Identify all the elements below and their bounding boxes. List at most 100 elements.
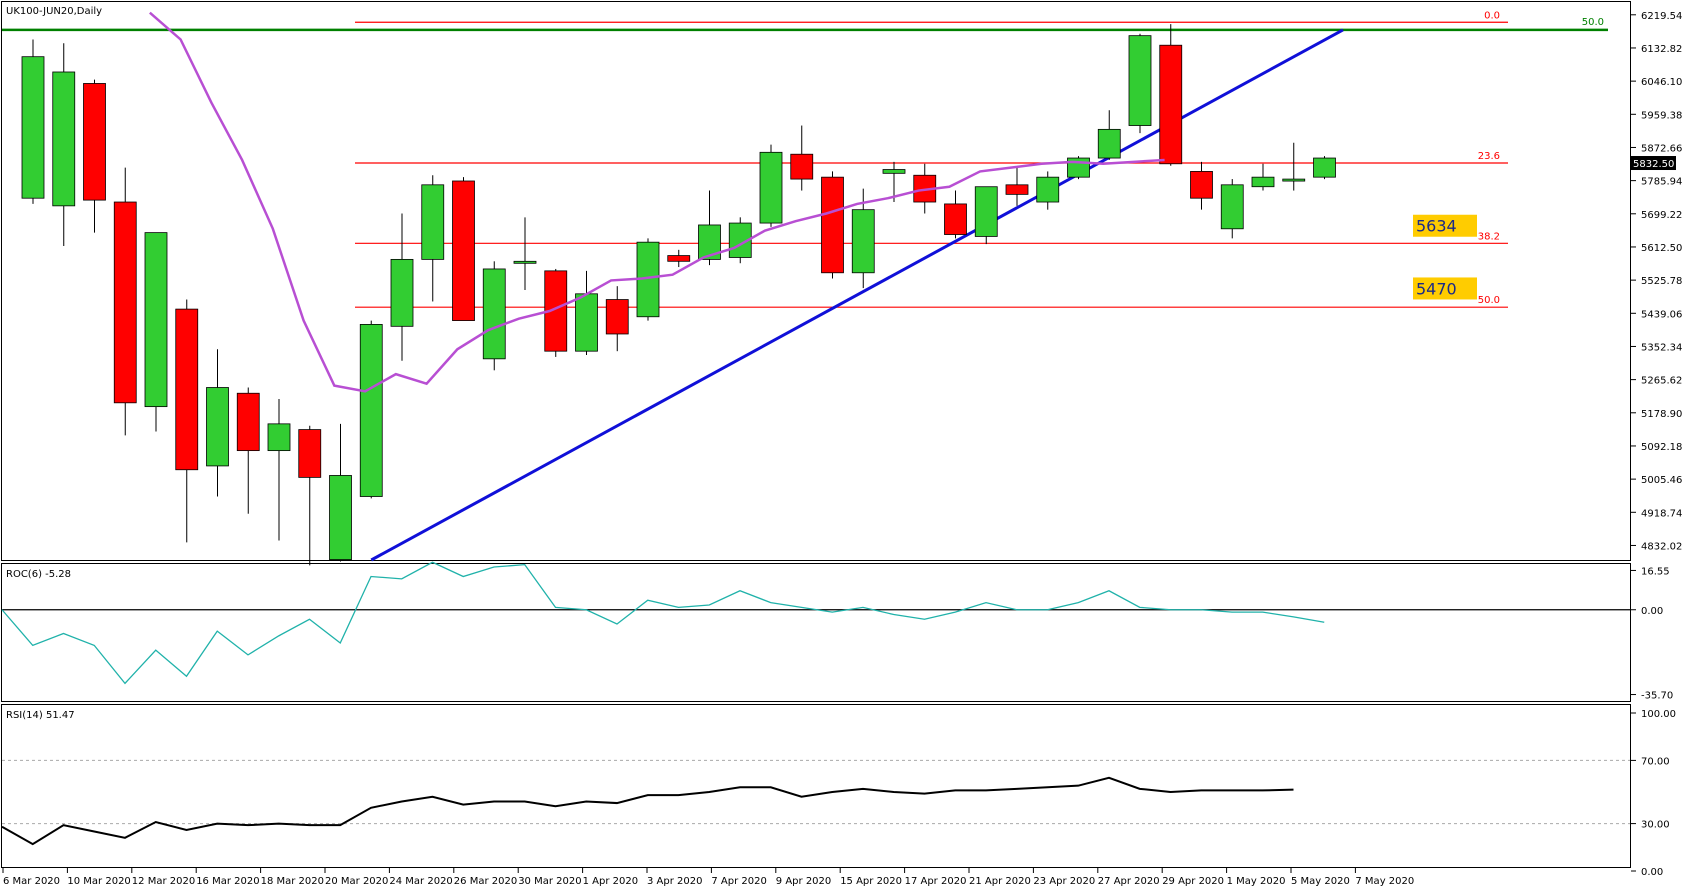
x-tick-label: 15 Apr 2020 bbox=[840, 876, 902, 887]
price-tag-bg bbox=[1631, 156, 1676, 171]
main-panel-frame bbox=[1, 1, 1631, 561]
candle-body bbox=[21, 56, 45, 199]
x-tick-label: 1 Apr 2020 bbox=[583, 876, 638, 887]
candle-body bbox=[482, 268, 506, 360]
rsi-tick-label: 100.00 bbox=[1641, 709, 1676, 720]
candle-body bbox=[1190, 171, 1213, 199]
trendline bbox=[370, 28, 1344, 562]
x-tick-label: 7 Apr 2020 bbox=[711, 876, 766, 887]
candle-body bbox=[452, 180, 475, 321]
candle-body bbox=[974, 186, 998, 237]
candle-body bbox=[329, 475, 352, 561]
candle-body bbox=[790, 153, 814, 180]
rsi-line bbox=[1, 776, 1294, 846]
price-tag: 5832.50 bbox=[1633, 159, 1674, 170]
main-price-panel: 0.0 23.6 38.2 50.0 50.0 5634 5470 5832.50 bbox=[2, 10, 1676, 566]
x-tick-label: 23 Apr 2020 bbox=[1033, 876, 1095, 887]
y-tick-label: 5959.38 bbox=[1641, 110, 1682, 121]
x-tick-label: 21 Apr 2020 bbox=[969, 876, 1031, 887]
x-tick-label: 7 May 2020 bbox=[1355, 876, 1414, 887]
fib-level-label: 23.6 bbox=[1478, 151, 1500, 162]
x-tick-label: 10 Mar 2020 bbox=[67, 876, 130, 887]
roc-panel-frame bbox=[1, 563, 1631, 702]
candle-body bbox=[851, 209, 875, 274]
y-tick-label: 5265.62 bbox=[1641, 376, 1682, 387]
support-box-label: 5470 bbox=[1416, 279, 1457, 298]
x-tick-label: 12 Mar 2020 bbox=[132, 876, 195, 887]
candle-body bbox=[513, 260, 537, 264]
candle-body bbox=[175, 308, 199, 471]
y-tick-label: 5439.06 bbox=[1641, 309, 1682, 320]
y-tick-label: 4918.74 bbox=[1641, 508, 1682, 519]
y-tick-label: 5612.50 bbox=[1641, 243, 1682, 254]
y-tick-label: 5872.66 bbox=[1641, 143, 1682, 154]
roc-tick-label: 0.00 bbox=[1641, 606, 1663, 617]
candle-body bbox=[1005, 184, 1029, 195]
candle-body bbox=[1159, 44, 1183, 165]
x-tick-label: 27 Apr 2020 bbox=[1098, 876, 1160, 887]
candle-body bbox=[359, 324, 383, 497]
y-tick-label: 5178.90 bbox=[1641, 409, 1682, 420]
y-tick-label: 5525.78 bbox=[1641, 276, 1682, 287]
rsi-title: RSI(14) 51.47 bbox=[6, 710, 75, 721]
y-tick-label: 5785.94 bbox=[1641, 177, 1682, 188]
candle-body bbox=[1220, 184, 1244, 230]
roc-panel bbox=[1, 561, 1630, 685]
candle-body bbox=[1251, 176, 1275, 188]
rsi-tick-label: 70.00 bbox=[1641, 756, 1670, 767]
candle-body bbox=[667, 255, 691, 262]
support-box-label: 5634 bbox=[1416, 217, 1457, 236]
candle-body bbox=[944, 203, 967, 235]
moving-average-line bbox=[149, 11, 1165, 393]
roc-tick-label: 16.55 bbox=[1641, 566, 1670, 577]
axes: 6219.54 6132.82 6046.10 5959.38 5872.66 5785.… bbox=[2, 11, 1682, 887]
roc-line bbox=[1, 561, 1325, 685]
candle-body bbox=[1282, 178, 1306, 182]
support-box bbox=[1413, 277, 1477, 300]
candle-body bbox=[759, 151, 783, 224]
rsi-panel-frame bbox=[1, 704, 1631, 868]
x-tick-label: 24 Mar 2020 bbox=[389, 876, 452, 887]
roc-title: ROC(6) -5.28 bbox=[6, 569, 71, 580]
candle-body bbox=[575, 293, 598, 352]
candle-body bbox=[1128, 35, 1152, 126]
y-tick-label: 5005.46 bbox=[1641, 475, 1682, 486]
y-tick-label: 5699.22 bbox=[1641, 210, 1682, 221]
candle-body bbox=[113, 201, 137, 404]
candle-body bbox=[236, 392, 260, 452]
y-tick-label: 6132.82 bbox=[1641, 44, 1682, 55]
support-box bbox=[1413, 214, 1477, 237]
x-tick-label: 18 Mar 2020 bbox=[261, 876, 324, 887]
candle-body bbox=[882, 169, 906, 174]
x-tick-label: 29 Apr 2020 bbox=[1162, 876, 1224, 887]
candle-body bbox=[821, 176, 844, 274]
candle-body bbox=[390, 258, 414, 327]
candle-body bbox=[206, 387, 229, 467]
candle-body bbox=[605, 299, 629, 335]
rsi-panel bbox=[1, 759, 1630, 846]
fib-level-label: 50.0 bbox=[1478, 295, 1500, 306]
rsi-tick-label: 0.00 bbox=[1641, 867, 1663, 878]
x-tick-label: 16 Mar 2020 bbox=[196, 876, 259, 887]
x-tick-label: 17 Apr 2020 bbox=[905, 876, 967, 887]
y-tick-label: 5092.18 bbox=[1641, 442, 1682, 453]
y-tick-label: 4832.02 bbox=[1641, 541, 1682, 552]
candle-body bbox=[1313, 157, 1336, 178]
x-tick-label: 5 May 2020 bbox=[1291, 876, 1350, 887]
candle-body bbox=[144, 232, 168, 408]
main-title: UK100-JUN20,Daily bbox=[6, 6, 102, 17]
x-tick-label: 1 May 2020 bbox=[1227, 876, 1286, 887]
x-tick-label: 26 Mar 2020 bbox=[454, 876, 517, 887]
x-tick-label: 9 Apr 2020 bbox=[776, 876, 831, 887]
rsi-tick-label: 30.00 bbox=[1641, 820, 1670, 831]
y-tick-label: 6046.10 bbox=[1641, 77, 1682, 88]
candle-body bbox=[267, 423, 291, 452]
candle-body bbox=[1036, 176, 1060, 203]
candle-body bbox=[83, 83, 106, 201]
candle-body bbox=[421, 184, 445, 260]
fib-level-label: 0.0 bbox=[1484, 10, 1500, 21]
x-tick-label: 6 Mar 2020 bbox=[3, 876, 60, 887]
y-tick-label: 6219.54 bbox=[1641, 11, 1682, 22]
x-tick-label: 20 Mar 2020 bbox=[325, 876, 388, 887]
